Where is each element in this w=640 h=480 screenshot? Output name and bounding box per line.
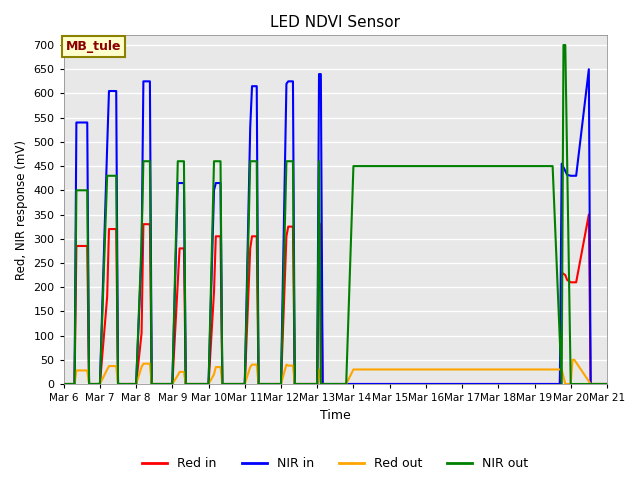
Y-axis label: Red, NIR response (mV): Red, NIR response (mV) (15, 140, 28, 280)
Title: LED NDVI Sensor: LED NDVI Sensor (270, 15, 401, 30)
Legend: Red in, NIR in, Red out, NIR out: Red in, NIR in, Red out, NIR out (138, 452, 533, 475)
Text: MB_tule: MB_tule (65, 40, 121, 53)
X-axis label: Time: Time (320, 408, 351, 421)
